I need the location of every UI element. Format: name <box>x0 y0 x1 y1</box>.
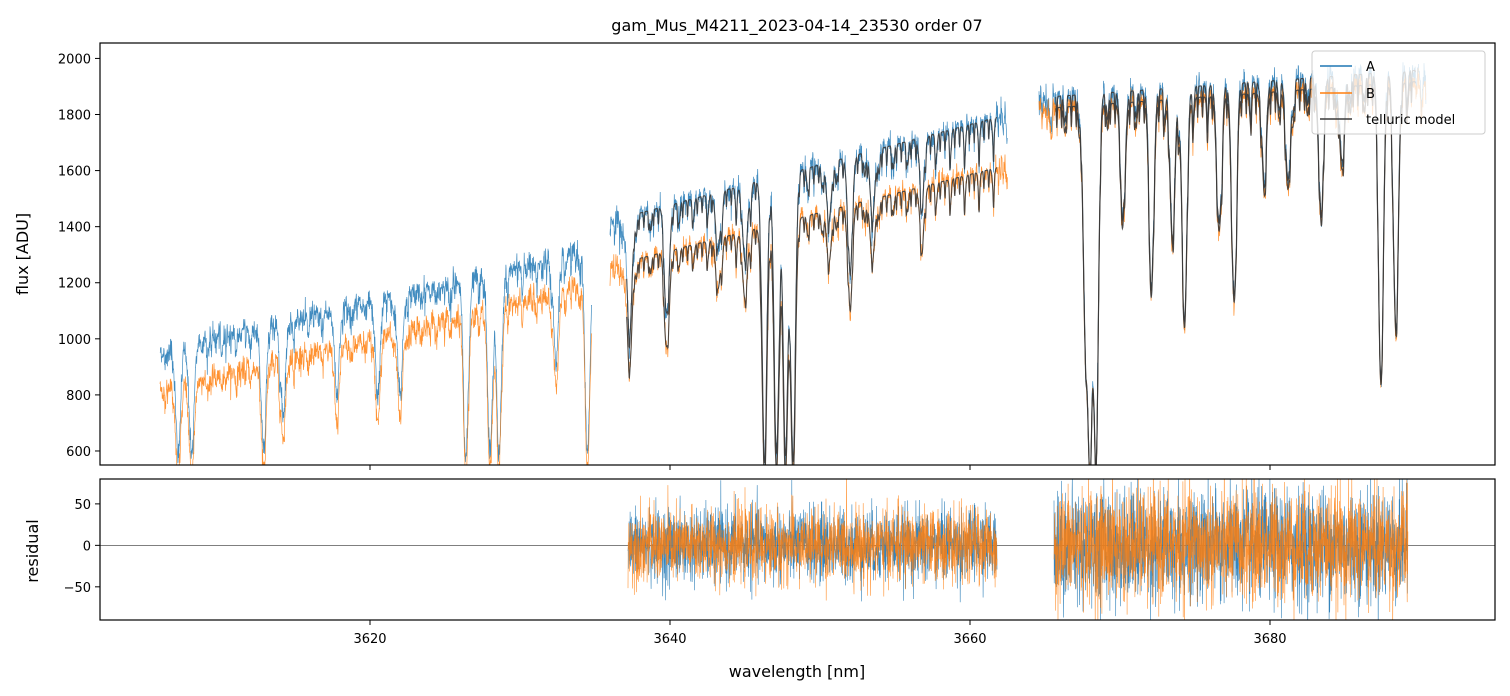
legend: A B telluric model <box>1311 50 1486 135</box>
series-b-line <box>609 154 1008 465</box>
residual-b-line <box>1053 479 1409 620</box>
telluric-model-line-a <box>626 116 998 464</box>
residual-y-tick-label: 0 <box>83 539 91 554</box>
residual-x-ticks: 3620 3640 3660 3680 <box>353 620 1287 647</box>
flux-y-axis-label: flux [ADU] <box>13 213 32 295</box>
flux-panel: 600 800 1000 1200 1400 1600 1800 2000 flux [ADU… <box>13 42 1496 470</box>
legend-label-b: B <box>1366 87 1375 102</box>
series-a-line <box>159 239 593 464</box>
residual-y-ticks: −50 0 50 <box>64 498 100 596</box>
residual-plot-area <box>100 479 1495 620</box>
flux-y-tick-label: 1600 <box>58 165 91 180</box>
residual-y-tick-label: −50 <box>64 581 91 596</box>
flux-axes-frame <box>99 42 1496 466</box>
residual-x-tick-label: 3620 <box>353 632 386 647</box>
x-axis-label: wavelength [nm] <box>729 662 866 681</box>
flux-y-tick-label: 1400 <box>58 221 91 236</box>
flux-y-tick-label: 1000 <box>58 333 91 348</box>
flux-x-ticks <box>369 465 1271 470</box>
flux-y-tick-label: 1200 <box>58 277 91 292</box>
legend-frame <box>1311 50 1486 135</box>
flux-plot-area <box>159 62 1427 465</box>
legend-label-telluric: telluric model <box>1366 113 1455 128</box>
series-b-line <box>159 276 593 465</box>
residual-panel: −50 0 50 3620 3640 3660 3680 residual wavelen… <box>23 478 1496 681</box>
telluric-model-line-b <box>1055 81 1416 465</box>
flux-y-ticks: 600 800 1000 1200 1400 1600 1800 2000 <box>58 52 100 460</box>
legend-label-a: A <box>1366 60 1375 75</box>
flux-y-tick-label: 600 <box>66 445 91 460</box>
residual-axes-frame <box>99 478 1496 621</box>
residual-x-tick-label: 3680 <box>1253 632 1286 647</box>
flux-y-tick-label: 1800 <box>58 109 91 124</box>
residual-y-axis-label: residual <box>23 519 42 582</box>
series-a-line <box>609 96 1008 465</box>
residual-y-tick-label: 50 <box>74 498 91 513</box>
residual-x-tick-label: 3640 <box>653 632 686 647</box>
telluric-model-line-b <box>626 167 998 465</box>
flux-y-tick-label: 800 <box>66 389 91 404</box>
residual-x-tick-label: 3660 <box>953 632 986 647</box>
residual-b-line <box>627 479 998 601</box>
flux-y-tick-label: 2000 <box>58 52 91 67</box>
chart-title: gam_Mus_M4211_2023-04-14_23530 order 07 <box>611 16 982 36</box>
